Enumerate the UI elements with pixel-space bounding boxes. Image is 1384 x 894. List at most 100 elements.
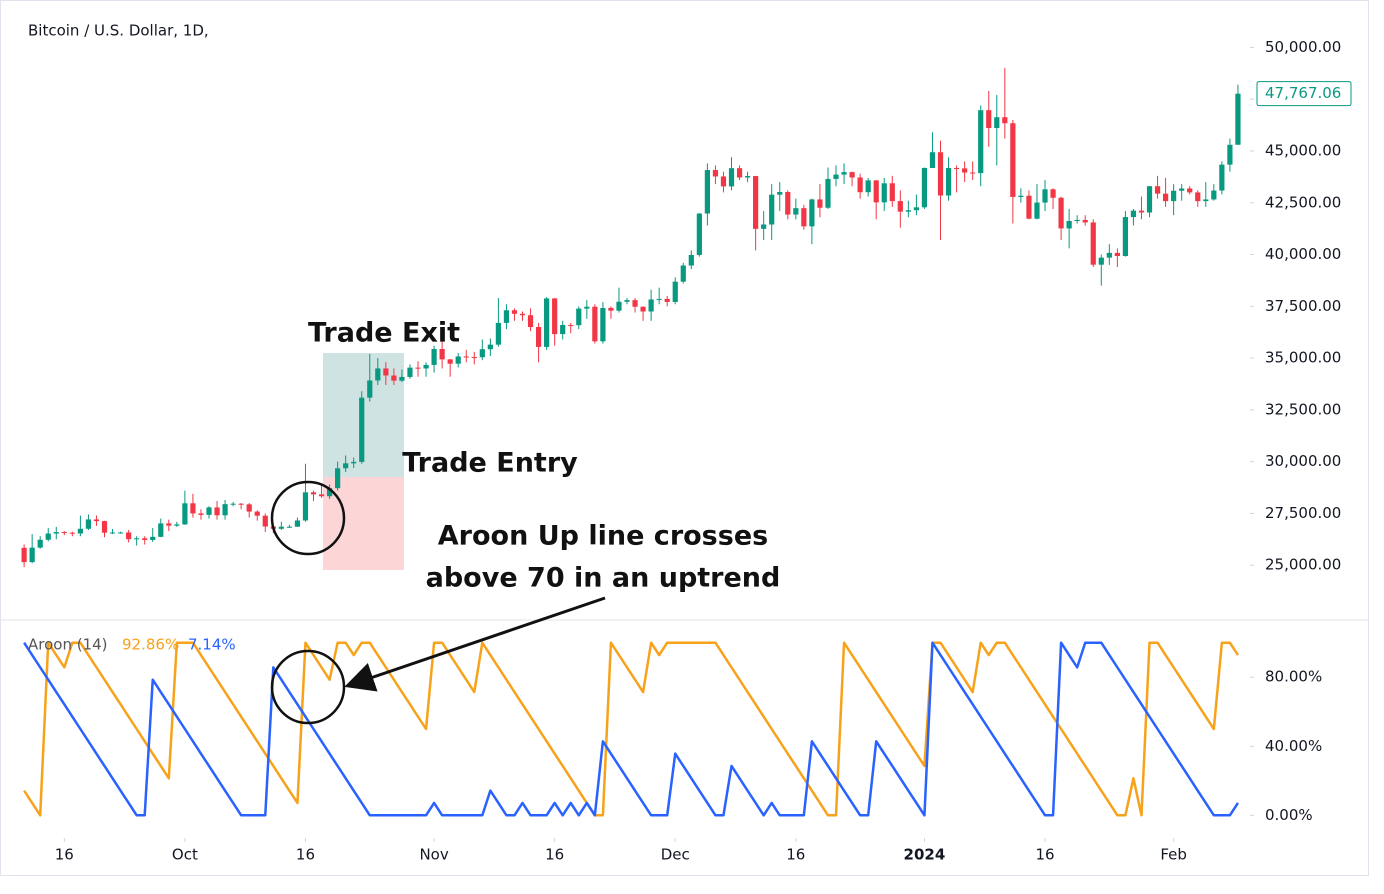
candle-body: [150, 536, 156, 540]
candle-body: [576, 308, 582, 326]
candle-body: [383, 368, 389, 376]
candle-body: [310, 492, 317, 495]
candle-body: [222, 504, 228, 516]
y-tick-label: 37,500.00: [1265, 297, 1341, 315]
candle-body: [1098, 257, 1104, 265]
candle-body: [994, 117, 1000, 128]
indicator-readout: 92.86%: [122, 636, 179, 654]
candle-body: [865, 180, 871, 193]
candle-body: [769, 194, 775, 225]
candle-body: [632, 300, 638, 307]
candle-body: [849, 172, 855, 178]
candle-body: [552, 298, 558, 335]
candle-body: [463, 356, 469, 358]
candle-body: [881, 183, 887, 203]
candle-body: [680, 265, 686, 282]
candle-body: [825, 178, 831, 208]
y-tick-label: 80.00%: [1265, 668, 1322, 686]
y-tick-label: 45,000.00: [1265, 141, 1341, 159]
candle-body: [431, 348, 437, 365]
candle-body: [1002, 117, 1008, 124]
candle-body: [785, 191, 791, 215]
y-tick-label: 0.00%: [1265, 806, 1313, 824]
x-tick-label: 16: [55, 846, 74, 864]
candle-body: [238, 503, 244, 505]
candle-body: [117, 532, 124, 534]
y-tick-label: 35,000.00: [1265, 349, 1341, 367]
arrow: [344, 596, 606, 692]
x-tick-label: Dec: [661, 846, 690, 864]
candle-body: [77, 528, 83, 534]
highlight-circle: [270, 649, 346, 725]
candle-body: [1114, 252, 1120, 256]
candle-body: [1219, 164, 1225, 191]
candle-body: [696, 213, 702, 255]
candle-body: [29, 547, 35, 563]
candle-body: [744, 176, 751, 178]
candle-body: [134, 538, 140, 540]
candle-body: [21, 547, 27, 563]
candle-body: [166, 523, 172, 526]
candle-body: [1122, 217, 1129, 256]
loss-zone: [323, 477, 404, 570]
candle-body: [736, 168, 743, 178]
candle-body: [158, 523, 164, 537]
candle-body: [335, 468, 341, 489]
candle-body: [391, 375, 397, 381]
candle-body: [230, 503, 236, 505]
candle-body: [986, 110, 992, 128]
y-tick-label: 25,000.00: [1265, 556, 1341, 574]
candle-body: [1090, 222, 1096, 265]
candle-body: [61, 532, 67, 534]
candle-body: [359, 397, 365, 462]
candle-body: [897, 201, 903, 212]
y-tick-label: 40,000.00: [1265, 245, 1341, 263]
candle-body: [399, 376, 405, 381]
candle-body: [873, 180, 879, 203]
candle-body: [817, 199, 823, 208]
candle-body: [174, 524, 180, 526]
candle-body: [720, 176, 727, 187]
candle-body: [53, 532, 59, 534]
candle-body: [93, 519, 100, 522]
candle-body: [1106, 252, 1112, 258]
candle-body: [1146, 186, 1153, 213]
candle-body: [544, 298, 550, 347]
candle-body: [945, 167, 952, 196]
candle-body: [343, 463, 349, 469]
candle-body: [69, 532, 75, 534]
candle-body: [921, 167, 928, 208]
candle-body: [857, 177, 863, 193]
candle-body: [109, 532, 116, 534]
highlight-circle: [270, 480, 346, 556]
candle-body: [479, 349, 485, 358]
candle-body: [455, 356, 461, 364]
candle-body: [1203, 199, 1209, 202]
candle-body: [801, 208, 807, 227]
candle-body: [126, 532, 132, 540]
candle-body: [1034, 202, 1040, 219]
marks-layer: [21, 68, 1241, 817]
candle-body: [712, 170, 719, 177]
candle-body: [182, 503, 188, 525]
candle-body: [809, 199, 815, 227]
candle-body: [1074, 219, 1080, 221]
candle-body: [471, 357, 477, 359]
candle-body: [254, 511, 260, 516]
candle-body: [1058, 197, 1064, 229]
candle-body: [326, 488, 333, 497]
candle-body: [1187, 188, 1193, 193]
y-tick-label: 27,500.00: [1265, 504, 1341, 522]
candle-body: [1235, 93, 1241, 145]
candle-body: [495, 322, 501, 345]
y-tick-label: 40.00%: [1265, 737, 1322, 755]
candle-body: [978, 110, 984, 174]
candle-body: [367, 380, 373, 398]
candle-body: [286, 526, 292, 528]
candle-body: [833, 174, 839, 179]
y-tick-label: 32,500.00: [1265, 400, 1341, 418]
candle-body: [214, 507, 220, 516]
annotation: above 70 in an uptrend: [426, 563, 781, 594]
x-tick-label: 16: [786, 846, 805, 864]
